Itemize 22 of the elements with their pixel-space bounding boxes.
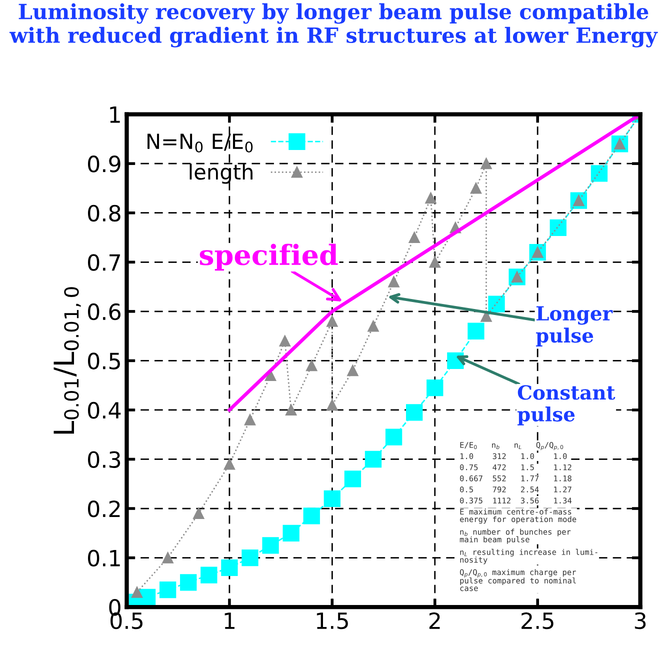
y-tick-label: 0.3	[88, 451, 120, 468]
annotation: Longer pulse	[536, 306, 613, 346]
y-tick-label: 0.4	[88, 402, 121, 419]
legend-label: N=N$_{0}$ E/E$_{0}$	[148, 134, 253, 153]
y-tick-label: 0.6	[88, 303, 120, 320]
y-axis-title: L$_{0.01}$/L$_{0.01,0}$	[54, 287, 81, 434]
y-tick-label: 1	[110, 106, 120, 123]
annotation: Constant pulse	[518, 385, 616, 426]
y-tick-label: 0.5	[88, 352, 120, 370]
x-tick-label: 1.5	[316, 612, 348, 630]
legend-label: length	[190, 164, 252, 184]
y-tick-label: 0.9	[88, 156, 120, 172]
y-tick-label: 0.8	[88, 204, 120, 222]
chart-title: Luminosity recovery by longer beam pulse compatible with reduced gradient in RF structures at lower Energy	[9, 3, 658, 48]
y-tick-label: 0.1	[88, 550, 120, 567]
x-tick-label: 2	[429, 612, 440, 629]
annotation: specified	[200, 244, 338, 271]
x-tick-label: 1	[224, 612, 234, 629]
x-tick-label: 2.5	[522, 612, 554, 630]
y-tick-label: 0.2	[88, 500, 120, 518]
y-tick-label: 0.7	[88, 254, 120, 271]
x-tick-label: 3	[634, 612, 646, 630]
